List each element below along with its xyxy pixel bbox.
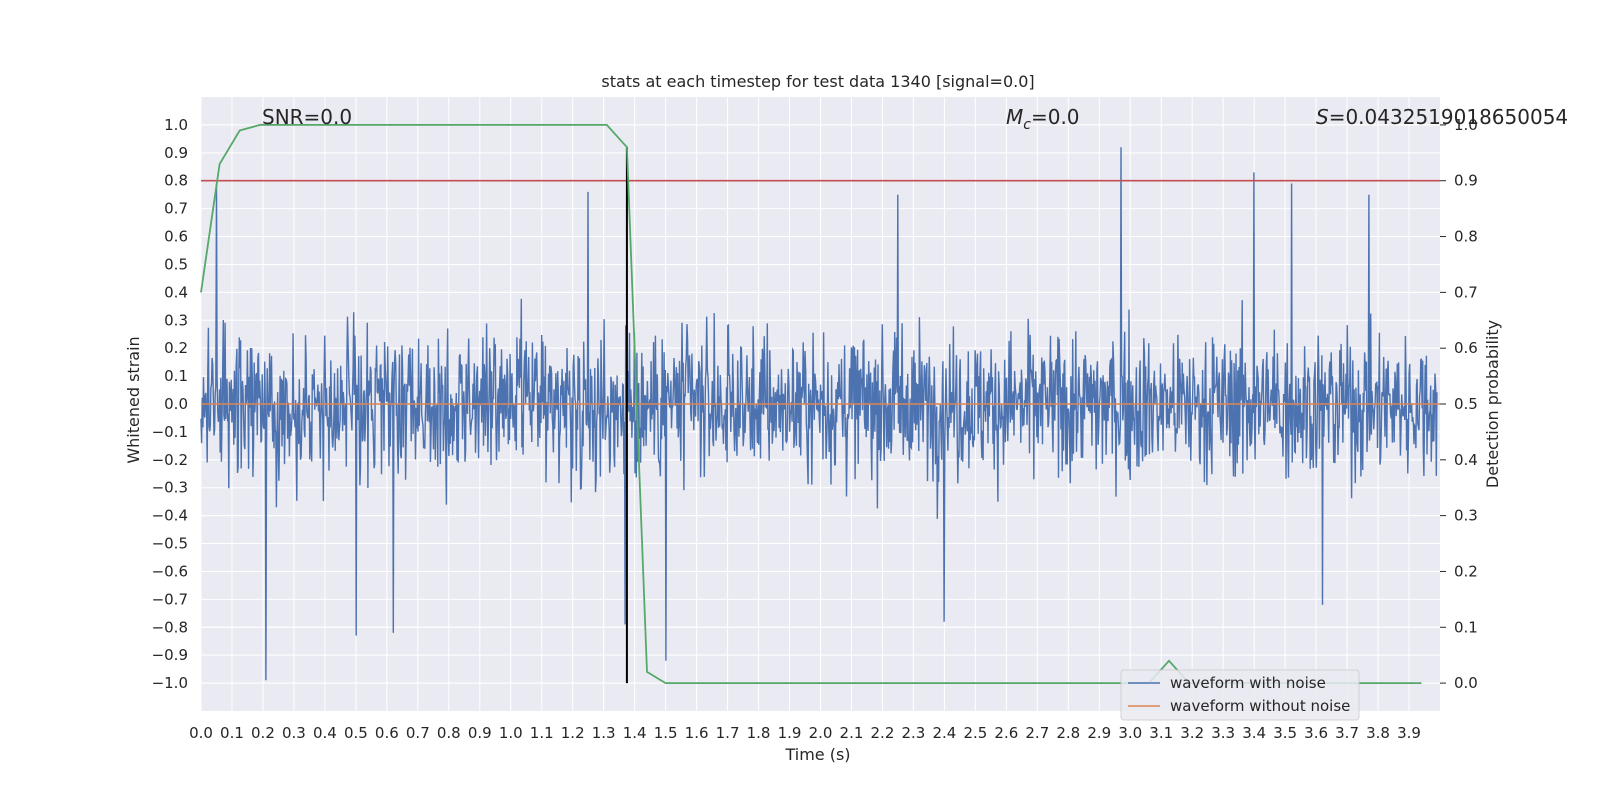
y-axis-label: Whitened strain (124, 336, 143, 463)
x-tick-label: 3.6 (1304, 724, 1328, 742)
x-tick-label: 2.9 (1087, 724, 1111, 742)
y-tick-label: −0.9 (152, 646, 188, 664)
x-tick-label: 0.9 (468, 724, 492, 742)
y-tick-label: −0.1 (152, 423, 188, 441)
x-tick-label: 3.5 (1273, 724, 1297, 742)
x-tick-label: 0.6 (375, 724, 399, 742)
y-tick-label: 1.0 (164, 116, 188, 134)
y-tick-label: 0.4 (164, 283, 188, 301)
x-tick-label: 2.1 (840, 724, 864, 742)
x-tick-label: 1.2 (561, 724, 585, 742)
legend-label-clean: waveform without noise (1170, 697, 1350, 715)
snr-annotation: SNR=0.0 (262, 105, 352, 129)
noisy-waveform-line (200, 147, 1438, 681)
y-tick-label: −0.2 (152, 451, 188, 469)
x-tick-label: 1.6 (685, 724, 709, 742)
x-tick-label: 1.3 (592, 724, 616, 742)
x-tick-label: 0.1 (220, 724, 244, 742)
y2-tick-label: 0.9 (1454, 172, 1478, 190)
y2-axis-label: Detection probability (1483, 320, 1502, 488)
x-axis-label: Time (s) (784, 745, 850, 764)
x-tick-label: 2.0 (809, 724, 833, 742)
y2-tick-label: 1.0 (1454, 116, 1478, 134)
x-tick-label: 0.5 (344, 724, 368, 742)
y2-tick-label: 0.0 (1454, 674, 1478, 692)
x-tick-label: 3.1 (1149, 724, 1173, 742)
y-tick-label: −0.8 (152, 618, 188, 636)
x-tick-label: 3.8 (1366, 724, 1390, 742)
y-tick-label: 0.3 (164, 311, 188, 329)
y2-tick-label: 0.5 (1454, 395, 1478, 413)
s-symbol: S (1316, 105, 1329, 129)
chirp-mass-value: =0.0 (1031, 105, 1080, 129)
y-tick-label: 0.1 (164, 367, 188, 385)
x-tick-label: 0.2 (251, 724, 275, 742)
x-tick-label: 1.9 (778, 724, 802, 742)
y2-tick-label: 0.2 (1454, 562, 1478, 580)
x-tick-label: 1.7 (716, 724, 740, 742)
noisy-waveform-series (200, 147, 1438, 681)
x-tick-label: 1.1 (530, 724, 554, 742)
x-tick-label: 2.6 (994, 724, 1018, 742)
y2-tick-label: 0.4 (1454, 451, 1478, 469)
y-tick-label: 0.0 (164, 395, 188, 413)
x-tick-label: 3.3 (1211, 724, 1235, 742)
x-tick-label: 2.4 (932, 724, 956, 742)
legend: waveform with noise waveform without noi… (1120, 669, 1360, 721)
y-tick-label: 0.2 (164, 339, 188, 357)
y2-tick-label: 0.8 (1454, 228, 1478, 246)
legend-label-noisy: waveform with noise (1170, 674, 1326, 692)
x-tick-label: 2.7 (1025, 724, 1049, 742)
x-tick-label: 2.3 (901, 724, 925, 742)
chirp-mass-annotation: Mc=0.0 (1006, 105, 1080, 133)
s-annotation: S=0.0432519018650054 (1316, 105, 1568, 129)
y2-axis-ticks: 1.0 0.9 0.8 0.7 0.6 0.5 0.4 0.3 0.2 0.1 0.0 (1440, 116, 1478, 692)
y-tick-label: −0.6 (152, 562, 188, 580)
y2-tick-label: 0.3 (1454, 507, 1478, 525)
y-tick-label: −0.4 (152, 507, 188, 525)
x-tick-label: 0.8 (437, 724, 461, 742)
x-tick-label: 1.4 (623, 724, 647, 742)
y-tick-label: −0.5 (152, 535, 188, 553)
y-tick-label: 0.7 (164, 200, 188, 218)
x-tick-label: 0.3 (282, 724, 306, 742)
s-value: =0.0432519018650054 (1329, 105, 1568, 129)
x-tick-label: 3.2 (1180, 724, 1204, 742)
x-tick-label: 1.8 (747, 724, 771, 742)
x-tick-label: 2.8 (1056, 724, 1080, 742)
x-tick-label: 1.0 (499, 724, 523, 742)
x-tick-label: 0.7 (406, 724, 430, 742)
y-axis-ticks: 1.0 0.9 0.8 0.7 0.6 0.5 0.4 0.3 0.2 0.1 0.0 −0.1 −0.… (152, 116, 188, 692)
x-tick-label: 3.9 (1397, 724, 1421, 742)
x-axis-ticks: 0.0 0.1 0.2 0.3 0.4 0.5 0.6 0.7 0.8 0.9 1.0 1.1 1.2 1… (189, 724, 1421, 742)
x-tick-label: 3.7 (1335, 724, 1359, 742)
x-tick-label: 2.5 (963, 724, 987, 742)
y2-tick-label: 0.7 (1454, 283, 1478, 301)
y-tick-label: 0.6 (164, 228, 188, 246)
x-tick-label: 0.4 (313, 724, 337, 742)
x-tick-label: 1.5 (654, 724, 678, 742)
x-tick-label: 0.0 (189, 724, 213, 742)
y-tick-label: −0.3 (152, 479, 188, 497)
x-tick-label: 2.2 (871, 724, 895, 742)
y-tick-label: −0.7 (152, 590, 188, 608)
x-tick-label: 3.4 (1242, 724, 1266, 742)
x-tick-label: 3.0 (1118, 724, 1142, 742)
chart-title: stats at each timestep for test data 134… (601, 72, 1034, 91)
y-tick-label: 0.8 (164, 172, 188, 190)
y2-tick-label: 0.6 (1454, 339, 1478, 357)
y2-tick-label: 0.1 (1454, 618, 1478, 636)
y-tick-label: 0.5 (164, 255, 188, 273)
y-tick-label: 0.9 (164, 144, 188, 162)
chirp-mass-symbol: M (1006, 105, 1023, 129)
y-tick-label: −1.0 (152, 674, 188, 692)
chirp-mass-subscript: c (1023, 117, 1031, 133)
legend-box (1120, 669, 1360, 721)
